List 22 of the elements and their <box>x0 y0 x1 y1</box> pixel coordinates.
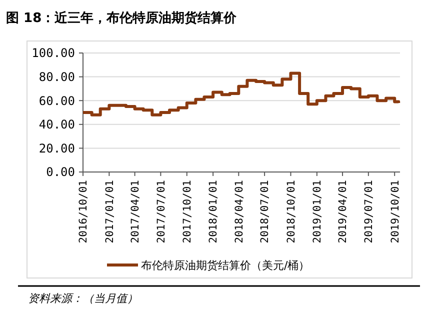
x-tick-label: 2019/04/01 <box>337 180 350 244</box>
x-tick-label: 2018/07/01 <box>259 180 272 244</box>
y-tick-label: 60.00 <box>38 94 75 108</box>
legend-label: 布伦特原油期货结算价（美元/桶） <box>141 258 310 272</box>
x-tick-label: 2018/04/01 <box>233 180 246 244</box>
x-tick-label: 2016/10/01 <box>78 180 90 244</box>
y-tick-label: 80.00 <box>38 70 75 84</box>
text: 资料来源：（当月值） <box>28 292 138 305</box>
y-tick-label: 0.00 <box>46 165 75 180</box>
x-tick-label: 2017/04/01 <box>129 180 142 244</box>
x-tick-label: 2017/07/01 <box>155 180 168 244</box>
y-tick-label: 100.00 <box>32 46 75 60</box>
x-tick-label: 2019/10/01 <box>389 180 402 244</box>
y-tick-label: 20.00 <box>38 141 75 156</box>
x-tick-label: 2017/10/01 <box>182 180 194 244</box>
x-tick-label: 2019/07/01 <box>363 180 376 244</box>
x-tick-label: 2018/10/01 <box>285 180 298 244</box>
chart-title: 图 18：近三年，布伦特原油期货结算价 <box>6 10 238 26</box>
x-tick-label: 2017/01/01 <box>104 180 116 244</box>
y-tick-label: 40.00 <box>38 118 75 132</box>
x-tick-label: 2019/01/01 <box>312 180 324 244</box>
x-tick-label: 2018/01/01 <box>208 180 220 244</box>
